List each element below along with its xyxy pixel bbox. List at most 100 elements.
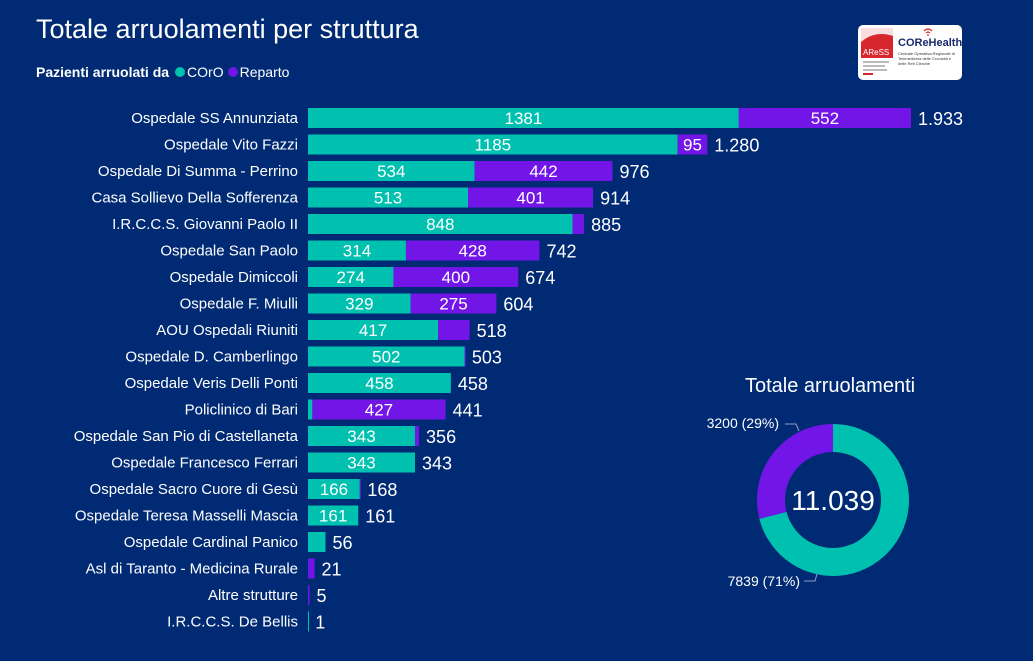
total-value-label: 5 xyxy=(317,586,327,606)
bar-segment-coro[interactable] xyxy=(308,479,360,499)
segment-value-label: 442 xyxy=(529,162,557,181)
total-value-label: 674 xyxy=(525,268,555,288)
donut-label-coro: 7839 (71%) xyxy=(728,573,800,589)
total-value-label: 1.280 xyxy=(714,136,759,156)
total-value-label: 885 xyxy=(591,215,621,235)
segment-value-label: 848 xyxy=(426,215,454,234)
segment-value-label: 314 xyxy=(343,242,371,261)
wifi-icon xyxy=(923,28,933,36)
category-label: Ospedale San Pio di Castellaneta xyxy=(74,428,299,445)
bar-segment-coro[interactable] xyxy=(308,320,439,340)
bar-segment-coro[interactable] xyxy=(308,611,309,632)
category-label: AOU Ospedali Riuniti xyxy=(156,322,298,339)
category-label: Ospedale Cardinal Panico xyxy=(124,534,298,551)
total-value-label: 161 xyxy=(365,507,395,527)
category-label: Ospedale Veris Delli Ponti xyxy=(125,375,298,392)
logo-brand-text: COReHealth xyxy=(898,37,963,49)
leader-line xyxy=(804,573,818,582)
bar-segment-reparto[interactable] xyxy=(414,426,420,446)
category-label: I.R.C.C.S. De Bellis xyxy=(167,614,298,631)
total-value-label: 1 xyxy=(315,613,325,633)
total-value-label: 356 xyxy=(426,427,456,447)
segment-value-label: 1381 xyxy=(504,109,542,128)
logo-subtitle: Centrale Operativa Regionale di Telemedi… xyxy=(898,51,955,66)
legend-item-reparto[interactable]: Reparto xyxy=(227,64,290,80)
donut-label-reparto: 3200 (29%) xyxy=(707,415,779,431)
bar-segment-coro[interactable] xyxy=(308,532,326,552)
total-value-label: 1.933 xyxy=(918,109,963,129)
bar-segment-coro[interactable] xyxy=(308,161,475,181)
bar-segment-reparto[interactable] xyxy=(308,585,310,605)
bar-segment-reparto[interactable] xyxy=(738,108,911,128)
category-label: Ospedale Francesco Ferrari xyxy=(111,455,298,472)
bar-segment-reparto[interactable] xyxy=(359,479,361,499)
segment-value-label: 329 xyxy=(345,295,373,314)
bar-segment-reparto[interactable] xyxy=(572,214,585,234)
category-label: Ospedale Di Summa - Perrino xyxy=(98,163,298,180)
bar-segment-reparto[interactable] xyxy=(464,346,466,367)
total-value-label: 458 xyxy=(458,374,488,394)
bar-segment-reparto[interactable] xyxy=(677,134,708,155)
segment-value-label: 427 xyxy=(365,401,393,420)
bar-segment-reparto[interactable] xyxy=(468,187,594,208)
bar-segment-coro[interactable] xyxy=(308,214,573,234)
bar-segment-coro[interactable] xyxy=(308,108,739,128)
bar-segment-coro[interactable] xyxy=(308,267,394,287)
leader-line xyxy=(785,423,800,432)
bar-segment-coro[interactable] xyxy=(308,426,415,446)
bar-segment-coro[interactable] xyxy=(308,373,451,393)
bar-segment-coro[interactable] xyxy=(308,293,411,314)
donut-center-total: 11.039 xyxy=(791,485,875,516)
bar-segment-coro[interactable] xyxy=(308,346,465,367)
legend-dot-reparto-icon xyxy=(227,67,238,77)
category-label: Casa Sollievo Della Sofferenza xyxy=(91,190,298,207)
segment-value-label: 400 xyxy=(442,268,470,287)
segment-value-label: 166 xyxy=(320,480,348,499)
bar-segment-coro[interactable] xyxy=(308,240,406,261)
total-value-label: 343 xyxy=(422,454,452,474)
category-label: Ospedale Vito Fazzi xyxy=(164,137,298,154)
segment-value-label: 161 xyxy=(319,507,347,526)
total-value-label: 56 xyxy=(332,533,352,553)
category-label: Ospedale San Paolo xyxy=(160,243,298,260)
bar-segment-reparto[interactable] xyxy=(410,293,497,314)
bar-segment-coro[interactable] xyxy=(308,134,678,155)
segment-value-label: 1185 xyxy=(475,136,512,155)
bar-segment-coro[interactable] xyxy=(308,505,359,526)
category-label: Altre strutture xyxy=(208,587,298,604)
bar-segment-reparto[interactable] xyxy=(405,240,540,261)
bar-segment-reparto[interactable] xyxy=(393,267,519,287)
bar-segment-coro[interactable] xyxy=(308,187,469,208)
bar-segment-reparto[interactable] xyxy=(308,558,315,579)
bar-segment-reparto[interactable] xyxy=(312,399,446,420)
legend-title: Pazienti arruolati da xyxy=(36,64,170,80)
bar-segment-coro[interactable] xyxy=(308,399,313,420)
segment-value-label: 275 xyxy=(439,295,467,314)
total-value-label: 441 xyxy=(453,401,483,421)
segment-value-label: 401 xyxy=(516,189,544,208)
legend-label-reparto: Reparto xyxy=(239,64,290,80)
segment-value-label: 274 xyxy=(337,268,365,287)
total-value-label: 21 xyxy=(322,560,342,580)
donut-slice-reparto[interactable] xyxy=(757,424,833,519)
segment-value-label: 428 xyxy=(459,242,487,261)
total-value-label: 742 xyxy=(546,242,576,262)
legend-label-coro: COrO xyxy=(187,64,224,80)
bar-segment-coro[interactable] xyxy=(308,452,415,473)
category-label: Ospedale Dimiccoli xyxy=(170,269,298,286)
segment-value-label: 417 xyxy=(359,321,387,340)
segment-value-label: 502 xyxy=(372,348,400,367)
segment-value-label: 343 xyxy=(347,427,375,446)
bar-segment-reparto[interactable] xyxy=(438,320,470,340)
corehealth-logo: AReSS COReHealth Centrale Operativa Regi… xyxy=(858,25,962,80)
donut-slice-coro[interactable] xyxy=(759,424,910,576)
total-value-label: 976 xyxy=(619,162,649,182)
bar-segment-reparto[interactable] xyxy=(474,161,613,181)
legend-dot-coro-icon xyxy=(175,67,186,77)
legend-item-coro[interactable]: COrO xyxy=(175,64,224,80)
total-value-label: 914 xyxy=(600,189,630,209)
donut-title: Totale arruolamenti xyxy=(745,375,916,397)
category-label: Ospedale Sacro Cuore di Gesù xyxy=(90,481,298,498)
